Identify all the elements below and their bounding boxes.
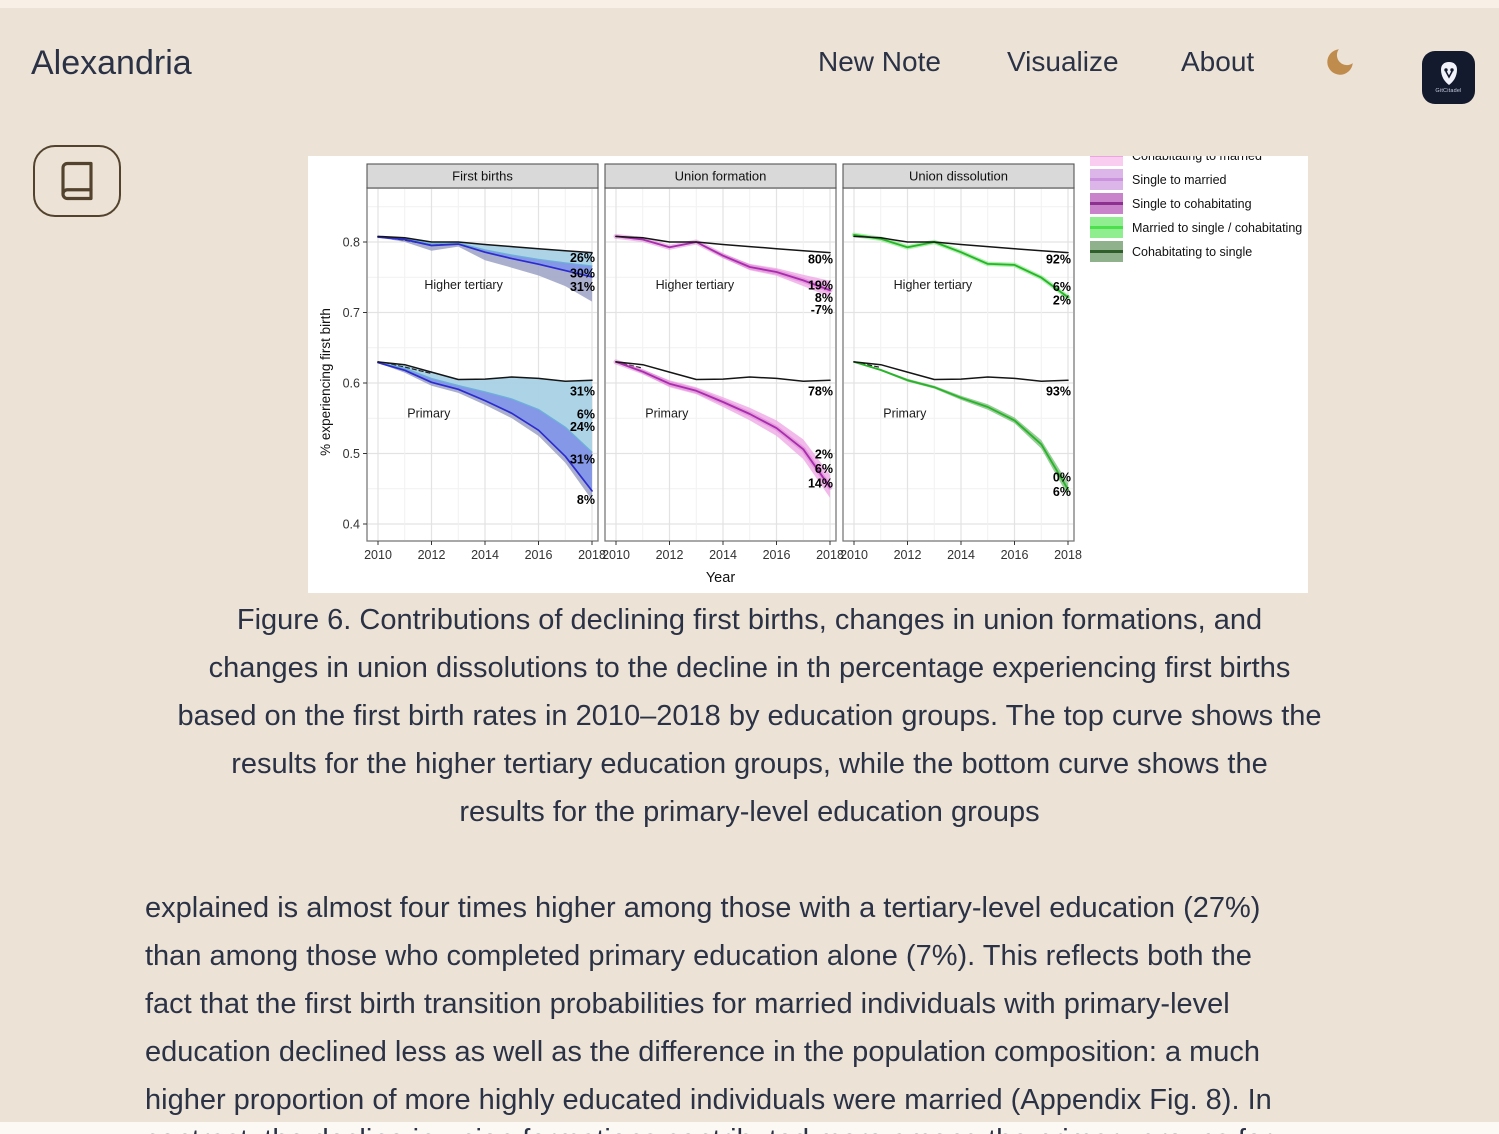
svg-text:26%: 26%	[570, 251, 595, 265]
legend-label: Married to single / cohabitating	[1132, 220, 1303, 235]
legend-swatch-icon	[1090, 169, 1123, 190]
svg-text:0.7: 0.7	[343, 306, 360, 320]
svg-text:Union dissolution: Union dissolution	[909, 169, 1008, 184]
article-line: explained is almost four times higher am…	[145, 892, 1261, 924]
svg-text:2010: 2010	[840, 548, 868, 562]
svg-text:Higher tertiary: Higher tertiary	[424, 278, 503, 292]
top-strip	[0, 0, 1499, 8]
legend-entry: Cohabitating to single	[1090, 241, 1302, 262]
article-line: than among those who completed primary e…	[145, 940, 1252, 972]
legend-entry: Cohabitating to married	[1090, 156, 1302, 166]
svg-text:2%: 2%	[815, 448, 833, 462]
svg-text:30%: 30%	[570, 267, 595, 281]
svg-text:Year: Year	[706, 570, 735, 586]
svg-text:2010: 2010	[364, 548, 392, 562]
svg-text:6%: 6%	[1053, 485, 1071, 499]
svg-text:2012: 2012	[418, 548, 446, 562]
caption-line: results for the higher tertiary educatio…	[231, 748, 1268, 780]
svg-text:Higher tertiary: Higher tertiary	[894, 278, 973, 292]
svg-text:2012: 2012	[656, 548, 684, 562]
reader-mode-button[interactable]	[33, 145, 121, 217]
svg-text:0.8: 0.8	[343, 236, 360, 250]
svg-text:6%: 6%	[577, 408, 595, 422]
svg-text:-7%: -7%	[811, 303, 833, 317]
svg-text:2018: 2018	[578, 548, 606, 562]
svg-text:2014: 2014	[471, 548, 499, 562]
gitcitadel-badge[interactable]: GitCitadel	[1422, 51, 1475, 104]
svg-text:2016: 2016	[763, 548, 791, 562]
legend-swatch-icon	[1090, 217, 1123, 238]
svg-text:% experiencing first birth: % experiencing first birth	[318, 308, 333, 456]
caption-line: changes in union dissolutions to the dec…	[208, 652, 1291, 684]
legend-label: Single to married	[1132, 172, 1227, 187]
svg-text:93%: 93%	[1046, 384, 1071, 398]
figure-chart: 26%30%31%31%6%24%31%8%Higher tertiaryPri…	[318, 163, 1082, 586]
svg-text:2018: 2018	[1054, 548, 1082, 562]
svg-text:92%: 92%	[1046, 252, 1071, 266]
legend-label: Cohabitating to single	[1132, 244, 1253, 259]
bottom-strip: contrast, the decline in union formation…	[0, 1122, 1499, 1134]
svg-text:Primary: Primary	[645, 406, 689, 420]
svg-text:31%: 31%	[570, 280, 595, 294]
svg-text:2012: 2012	[894, 548, 922, 562]
book-icon	[61, 161, 93, 201]
svg-text:First births: First births	[452, 169, 513, 184]
svg-text:24%: 24%	[570, 420, 595, 434]
caption-line: results for the primary-level education …	[459, 796, 1040, 828]
figure-caption: Figure 6. Contributions of declining fir…	[0, 596, 1499, 836]
svg-text:19%: 19%	[808, 279, 833, 293]
caption-line: Figure 6. Contributions of declining fir…	[236, 604, 1263, 636]
article-line: education declined less as well as the d…	[145, 1036, 1261, 1068]
svg-text:6%: 6%	[815, 462, 833, 476]
svg-text:78%: 78%	[808, 384, 833, 398]
svg-text:2016: 2016	[525, 548, 553, 562]
article-line: fact that the first birth transition pro…	[145, 988, 1230, 1020]
svg-text:0.5: 0.5	[343, 447, 360, 461]
svg-text:2014: 2014	[709, 548, 737, 562]
svg-text:Primary: Primary	[883, 406, 927, 420]
svg-text:31%: 31%	[570, 453, 595, 467]
moon-icon	[1327, 49, 1353, 75]
legend-swatch-icon	[1090, 193, 1123, 214]
legend-entry: Married to single / cohabitating	[1090, 217, 1302, 238]
legend-entry: Single to cohabitating	[1090, 193, 1302, 214]
svg-text:2018: 2018	[816, 548, 844, 562]
legend-label: Cohabitating to married	[1132, 156, 1262, 163]
svg-text:Union formation: Union formation	[675, 169, 767, 184]
svg-text:8%: 8%	[815, 291, 833, 305]
svg-text:2010: 2010	[602, 548, 630, 562]
legend-swatch-icon	[1090, 241, 1123, 262]
svg-text:8%: 8%	[577, 493, 595, 507]
legend-swatch-icon	[1090, 156, 1123, 166]
svg-text:0.4: 0.4	[343, 518, 360, 532]
svg-text:2%: 2%	[1053, 293, 1071, 307]
shield-logo-icon	[1440, 62, 1457, 85]
svg-text:2014: 2014	[947, 548, 975, 562]
nav-visualize[interactable]: Visualize	[1007, 46, 1119, 77]
svg-text:0%: 0%	[1053, 470, 1071, 484]
badge-label: GitCitadel	[1435, 88, 1462, 94]
nav-about[interactable]: About	[1181, 46, 1255, 77]
legend-entry: Single to married	[1090, 169, 1302, 190]
svg-text:14%: 14%	[808, 477, 833, 491]
caption-line: based on the first birth rates in 2010–2…	[177, 700, 1322, 732]
svg-text:0.6: 0.6	[343, 377, 360, 391]
chart-legend: Cohabitating to married Single to married…	[1090, 156, 1302, 262]
svg-text:Higher tertiary: Higher tertiary	[656, 278, 735, 292]
svg-text:80%: 80%	[808, 252, 833, 266]
nav-new-note[interactable]: New Note	[818, 46, 941, 77]
article-line: higher proportion of more highly educate…	[145, 1084, 1272, 1116]
clipped-text-line: contrast, the decline in union formation…	[145, 1124, 1272, 1134]
svg-text:31%: 31%	[570, 384, 595, 398]
legend-label: Single to cohabitating	[1132, 196, 1252, 211]
figure-panel: 26% 30% 31% 31% 6% 24% 31% 8% Higher tertiary Pri…	[308, 156, 1308, 593]
theme-toggle-button[interactable]	[1323, 45, 1357, 79]
article-paragraph: explained is almost four times higher am…	[145, 884, 1445, 1124]
svg-text:6%: 6%	[1053, 280, 1071, 294]
svg-text:2016: 2016	[1001, 548, 1029, 562]
brand[interactable]: Alexandria	[31, 44, 192, 82]
svg-text:Primary: Primary	[407, 406, 451, 420]
